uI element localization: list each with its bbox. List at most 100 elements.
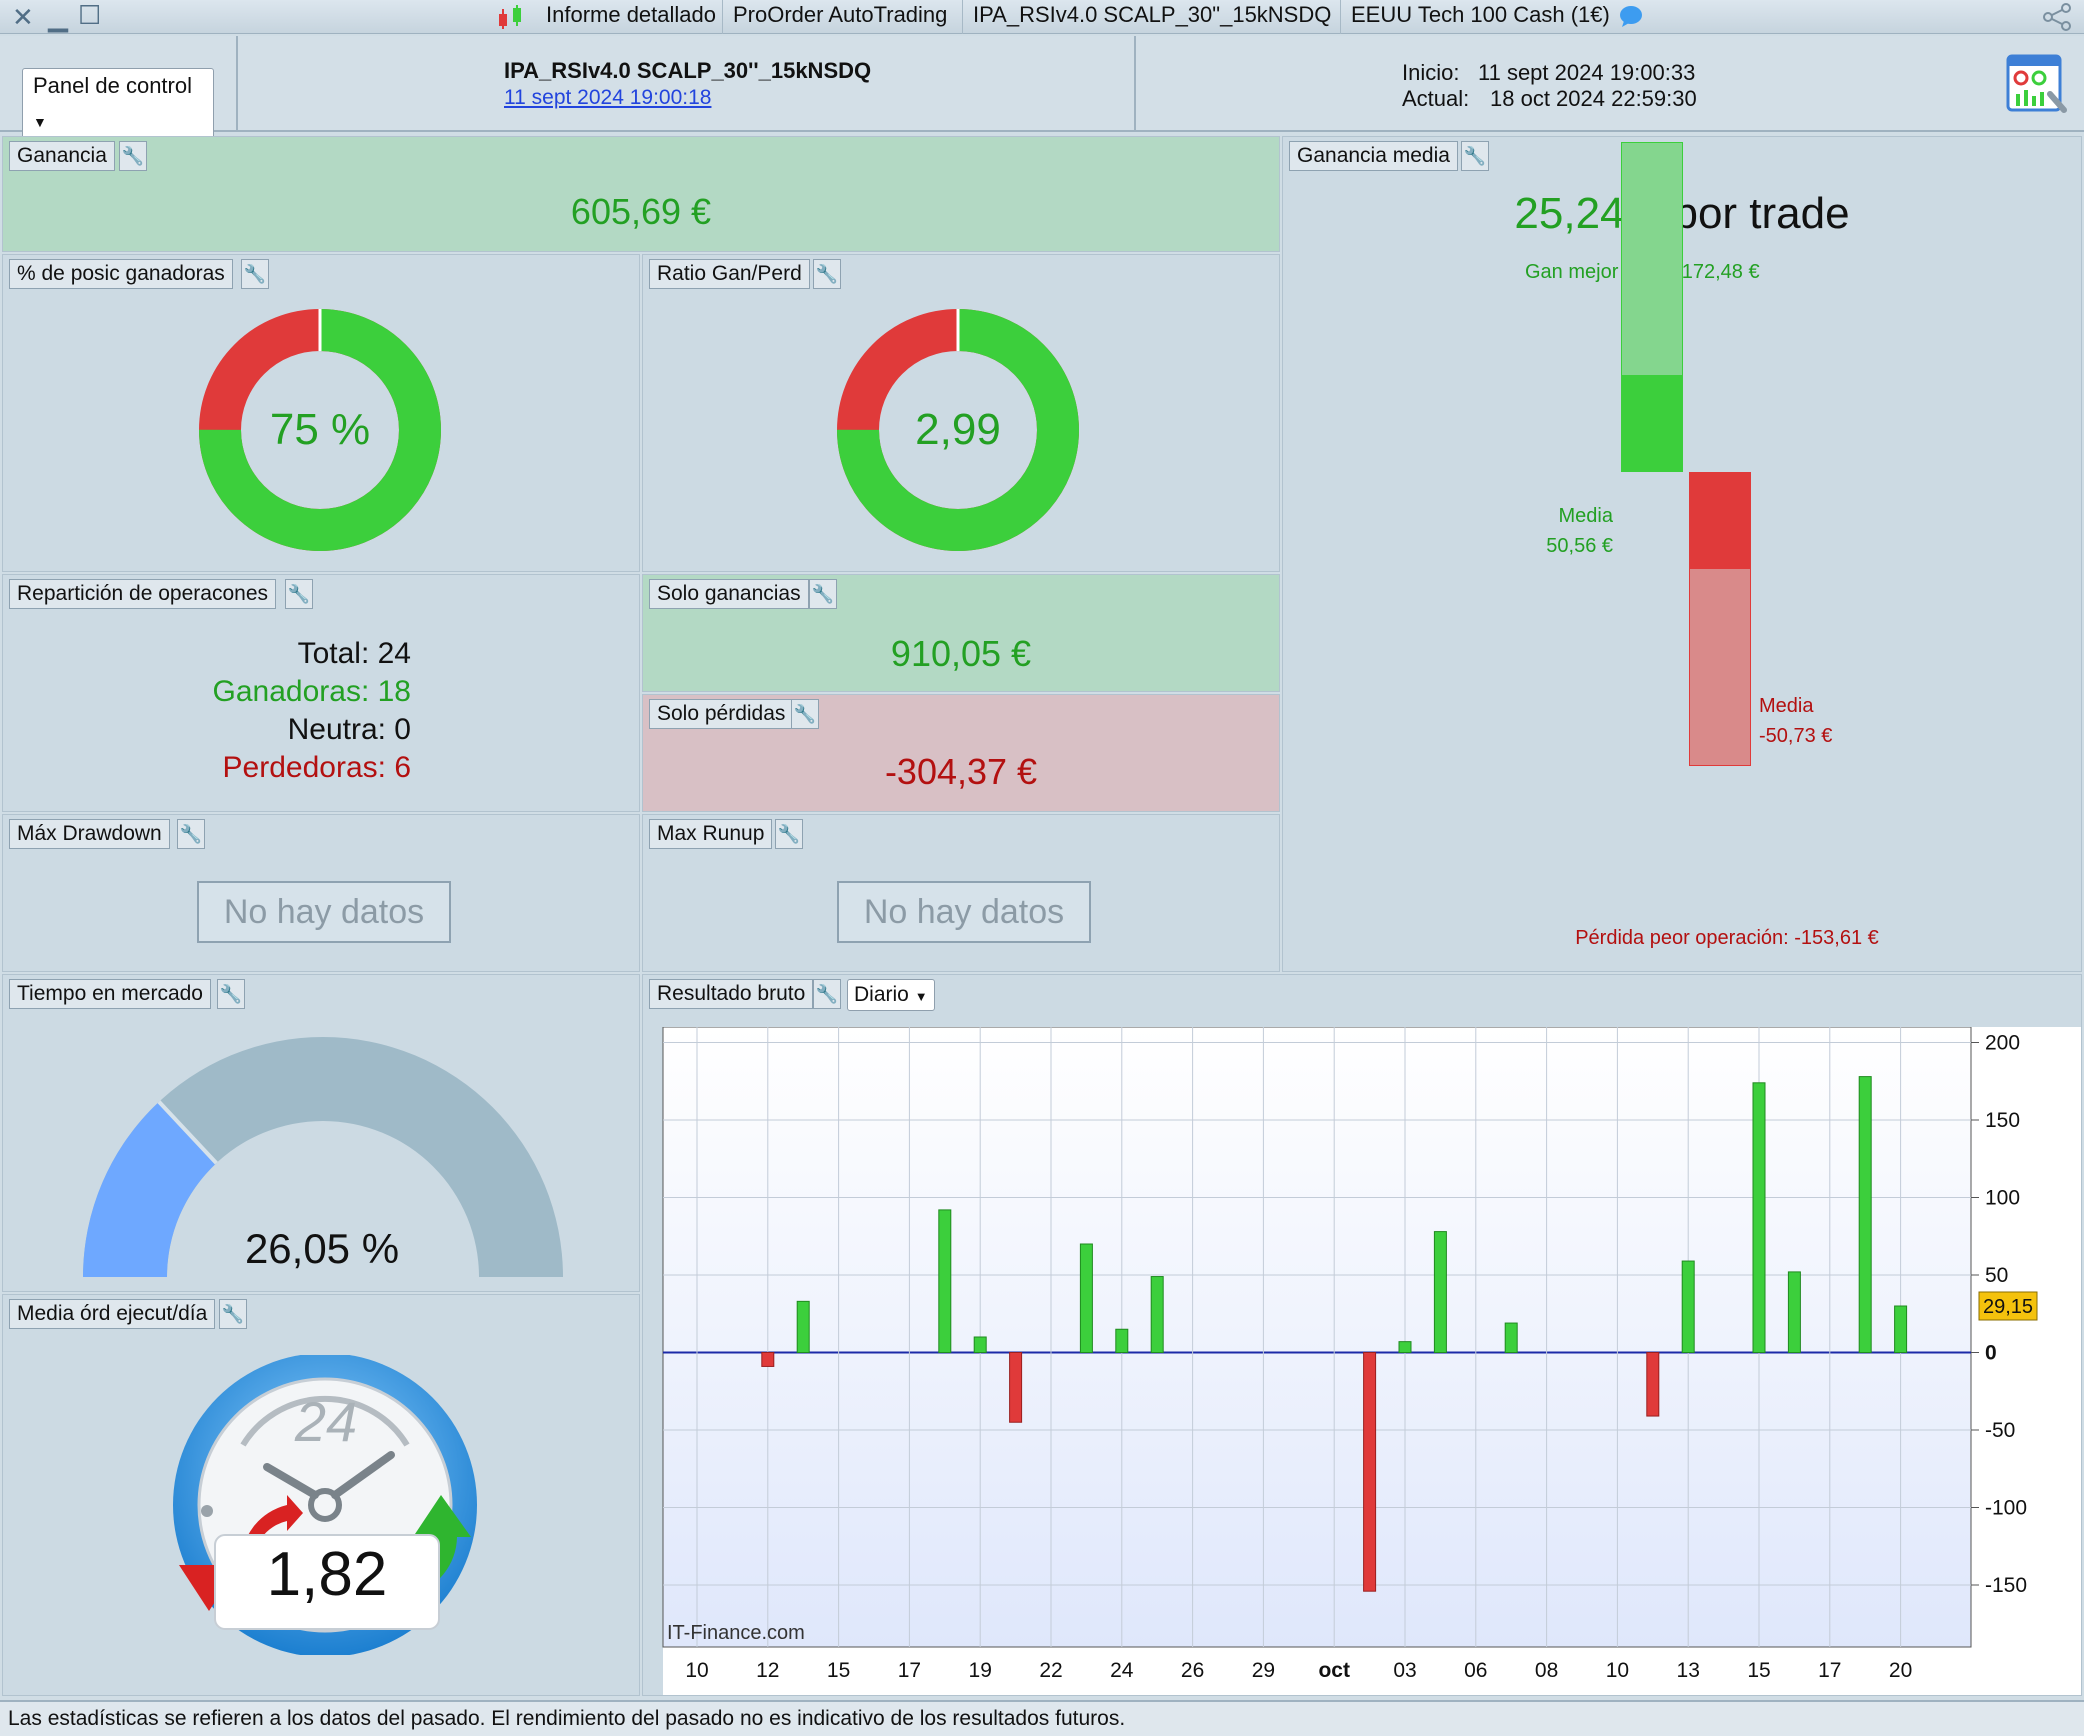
panel-title: Resultado bruto xyxy=(649,979,814,1009)
solo-perdidas-value: -304,37 € xyxy=(884,751,1038,792)
y-tick-label: -50 xyxy=(1985,1419,2015,1442)
start-label: Inicio: xyxy=(1402,60,1460,85)
x-tick-label: 29 xyxy=(1252,1659,1275,1682)
tab-strategy[interactable]: IPA_RSIv4.0 SCALP_30"_15kNSDQ xyxy=(962,0,1341,34)
tab-instrument-label: EEUU Tech 100 Cash (1€) xyxy=(1351,2,1610,27)
ratio-donut-chart xyxy=(837,309,1079,551)
wrench-icon[interactable]: 🔧 xyxy=(217,979,245,1009)
positive-bar xyxy=(1858,1076,1872,1353)
y-tick-label: -100 xyxy=(1985,1497,2027,1520)
x-tick-label: 17 xyxy=(1818,1659,1841,1682)
x-tick-label: 26 xyxy=(1181,1659,1204,1682)
wrench-icon[interactable]: 🔧 xyxy=(177,819,205,849)
avg-loss-annotation: Media -50,73 € xyxy=(1759,691,1832,751)
panel-title: Max Runup xyxy=(649,819,773,849)
last-value-badge xyxy=(1978,1291,2038,1321)
positive-bar xyxy=(938,1209,952,1353)
panel-repartition: Repartición de operacones 🔧 Total: 24 Ga… xyxy=(2,574,640,812)
chart-watermark: IT-Finance.com xyxy=(667,1622,805,1644)
positive-bar xyxy=(1894,1305,1908,1353)
wrench-icon[interactable]: 🔧 xyxy=(791,699,819,729)
panel-title: Solo pérdidas xyxy=(649,699,794,729)
wrench-icon[interactable]: 🔧 xyxy=(219,1299,247,1329)
solo-ganancias-value: 910,05 € xyxy=(890,633,1032,674)
x-tick-label: 10 xyxy=(1606,1659,1629,1682)
minimize-icon[interactable]: ▁ xyxy=(48,2,68,32)
clock-hours-label: 24 xyxy=(294,1390,358,1453)
y-tick-label: -150 xyxy=(1985,1574,2027,1597)
disclaimer-footer: Las estadísticas se refieren a los datos… xyxy=(0,1700,2084,1736)
close-icon[interactable]: ✕ xyxy=(12,2,34,32)
positive-bar xyxy=(1079,1243,1093,1353)
tab-instrument[interactable]: EEUU Tech 100 Cash (1€) xyxy=(1340,0,1654,34)
positive-bar xyxy=(973,1336,987,1353)
y-tick-label: 0 xyxy=(1985,1342,1997,1365)
report-settings-icon[interactable] xyxy=(2006,54,2068,116)
y-tick-label: 50 xyxy=(1985,1264,2008,1287)
chat-bubble-icon[interactable] xyxy=(1618,4,1644,28)
wrench-icon[interactable]: 🔧 xyxy=(241,259,269,289)
panel-title: Tiempo en mercado xyxy=(9,979,211,1009)
strategy-name: IPA_RSIv4.0 SCALP_30''_15kNSDQ xyxy=(504,58,872,83)
winning-pct-value: 75 % xyxy=(269,405,371,454)
x-tick-label: 15 xyxy=(1747,1659,1770,1682)
losers-count: Perdedoras: 6 xyxy=(222,751,411,784)
no-data-box: No hay datos xyxy=(837,881,1091,943)
red-arrow-icon xyxy=(240,1495,303,1567)
divider xyxy=(236,36,238,132)
share-icon[interactable] xyxy=(2040,2,2074,32)
wrench-icon[interactable]: 🔧 xyxy=(1461,141,1489,171)
panel-title: Ganancia media xyxy=(1289,141,1458,171)
winners-count: Ganadoras: 18 xyxy=(212,675,411,708)
divider xyxy=(1134,36,1136,132)
panel-solo-ganancias: Solo ganancias 🔧 910,05 € xyxy=(642,574,1280,692)
avg-gain-annotation: Media 50,56 € xyxy=(1521,501,1613,561)
gauge-fill xyxy=(83,1101,217,1277)
tab-bar: ✕ ▁ ☐ Informe detallado ProOrder AutoTra… xyxy=(0,0,2084,34)
wrench-icon[interactable]: 🔧 xyxy=(285,579,313,609)
positive-bar xyxy=(1787,1271,1801,1353)
start-value: 11 sept 2024 19:00:33 xyxy=(1478,60,1696,85)
maximize-icon[interactable]: ☐ xyxy=(78,0,102,30)
gauge-track xyxy=(83,1037,563,1277)
market-time-value: 26,05 % xyxy=(244,1225,400,1272)
panel-ratio: Ratio Gan/Perd 🔧 2,99 xyxy=(642,254,1280,572)
x-tick-label: 22 xyxy=(1039,1659,1062,1682)
panel-ganancia-media: Ganancia media 🔧 25,24 € por trade Gan m… xyxy=(1282,136,2082,972)
avg-gain-suffix: por trade xyxy=(1673,189,1850,238)
positive-bar xyxy=(1504,1322,1518,1353)
panel-solo-perdidas: Solo pérdidas 🔧 -304,37 € xyxy=(642,694,1280,812)
strategy-date-link[interactable]: 11 sept 2024 19:00:18 xyxy=(504,86,712,109)
x-tick-label: 17 xyxy=(898,1659,921,1682)
y-tick-label: 200 xyxy=(1985,1032,2020,1055)
panel-title: Ganancia xyxy=(9,141,115,171)
wrench-icon[interactable]: 🔧 xyxy=(813,259,841,289)
panel-title: Máx Drawdown xyxy=(9,819,170,849)
tab-informe-detallado[interactable]: Informe detallado xyxy=(546,2,716,27)
period-dropdown[interactable]: Diario ▼ xyxy=(847,979,935,1011)
wrench-icon[interactable]: 🔧 xyxy=(119,141,147,171)
x-tick-label: 03 xyxy=(1393,1659,1416,1682)
panel-resultado-bruto: Resultado bruto 🔧 Diario ▼ 200 150 100 50 0 -… xyxy=(642,974,2082,1696)
x-tick-label: oct xyxy=(1318,1659,1350,1682)
avg-loss-annotation-label: Media xyxy=(1759,695,1814,717)
panel-media-ordenes: Media órd ejecut/día 🔧 24 1,82 xyxy=(2,1294,640,1696)
candlestick-icon xyxy=(499,5,521,29)
panel-de-control-dropdown[interactable]: Panel de control ▼ xyxy=(22,68,214,140)
wrench-icon[interactable]: 🔧 xyxy=(813,979,841,1009)
tab-proorder[interactable]: ProOrder AutoTrading xyxy=(722,0,957,34)
wrench-icon[interactable]: 🔧 xyxy=(775,819,803,849)
worst-loss-label: Pérdida peor operación: -153,61 € xyxy=(1575,927,1879,949)
x-tick-label: 08 xyxy=(1535,1659,1558,1682)
avg-loss-annotation-value: -50,73 € xyxy=(1759,725,1833,747)
chevron-down-icon: ▼ xyxy=(33,114,47,130)
wrench-icon[interactable]: 🔧 xyxy=(809,579,837,609)
report-header xyxy=(0,36,2084,132)
panel-title: Media órd ejecut/día xyxy=(9,1299,216,1329)
x-tick-label: 06 xyxy=(1464,1659,1487,1682)
panel-tiempo-mercado: Tiempo en mercado 🔧 26,05 % xyxy=(2,974,640,1292)
ganancia-value: 605,69 € xyxy=(570,191,712,232)
current-label: Actual: xyxy=(1402,86,1470,111)
panel-title: Repartición de operacones xyxy=(9,579,276,609)
ratio-value: 2,99 xyxy=(915,405,1001,454)
